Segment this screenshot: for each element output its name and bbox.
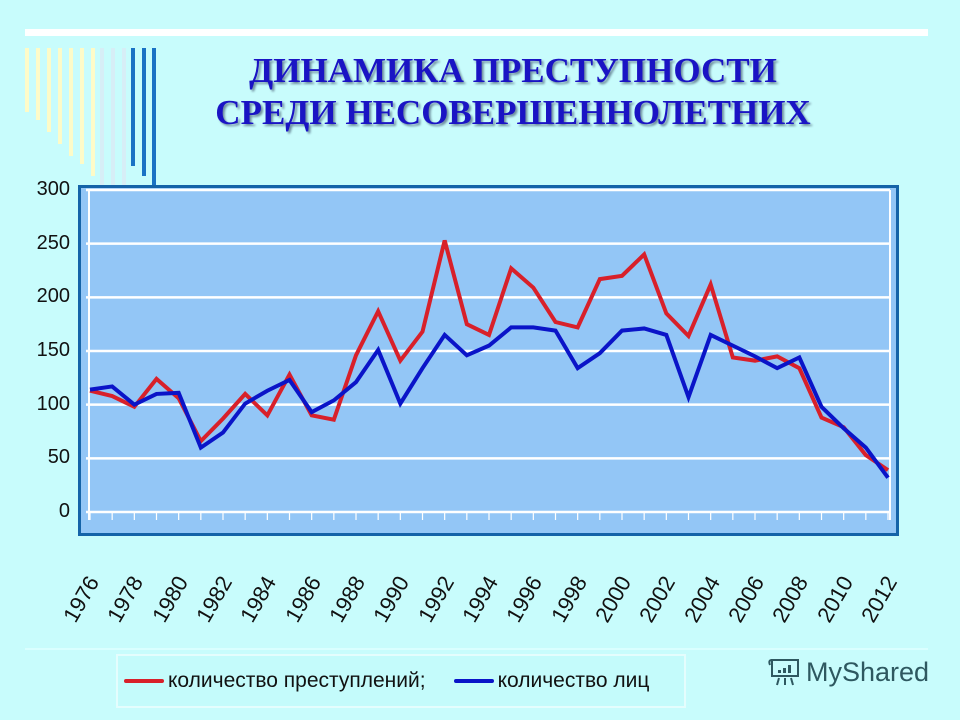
header-divider <box>25 29 928 36</box>
decorative-bar <box>142 48 146 176</box>
legend-item-persons: количество лиц <box>453 669 650 693</box>
legend-swatch-red <box>124 679 164 683</box>
title-line-1: ДИНАМИКА ПРЕСТУПНОСТИ <box>249 51 777 90</box>
y-tick-label: 150 <box>36 339 70 361</box>
page-title: ДИНАМИКА ПРЕСТУПНОСТИ СРЕДИ НЕСОВЕРШЕННО… <box>0 50 960 134</box>
decorative-bar <box>131 48 135 166</box>
chart-legend: количество преступлений; количество лиц <box>116 654 686 708</box>
series-line-persons <box>89 325 890 479</box>
decorative-bar <box>80 48 84 164</box>
brand-label: MyShared <box>806 656 930 687</box>
decorative-bar <box>69 48 73 156</box>
legend-label: количество лиц <box>497 669 650 692</box>
y-tick-label: 0 <box>58 500 70 522</box>
decorative-bar <box>58 48 62 144</box>
legend-item-crimes: количество преступлений; <box>124 669 426 693</box>
y-tick-label: 200 <box>36 285 70 308</box>
decorative-bar <box>152 48 156 188</box>
decorative-bar <box>25 48 29 112</box>
title-line-2: СРЕДИ НЕСОВЕРШЕННОЛЕТНИХ <box>215 93 811 132</box>
y-tick-label: 100 <box>36 392 70 415</box>
decorative-bar <box>122 48 126 210</box>
presentation-board-icon <box>768 659 799 686</box>
decorative-bar <box>47 48 51 132</box>
series-line-crimes <box>89 239 890 472</box>
decorative-bar <box>100 48 104 190</box>
legend-swatch-blue <box>453 679 494 683</box>
decorative-bar <box>36 48 40 120</box>
footer-divider <box>25 648 928 650</box>
y-tick-label: 300 <box>36 178 70 200</box>
y-tick-label: 250 <box>36 231 70 254</box>
brand-logo: MyShared <box>768 656 929 688</box>
y-tick-label: 50 <box>47 446 70 469</box>
decorative-bar <box>111 48 115 198</box>
decorative-bar <box>91 48 95 176</box>
legend-label: количество преступлений; <box>168 669 426 692</box>
